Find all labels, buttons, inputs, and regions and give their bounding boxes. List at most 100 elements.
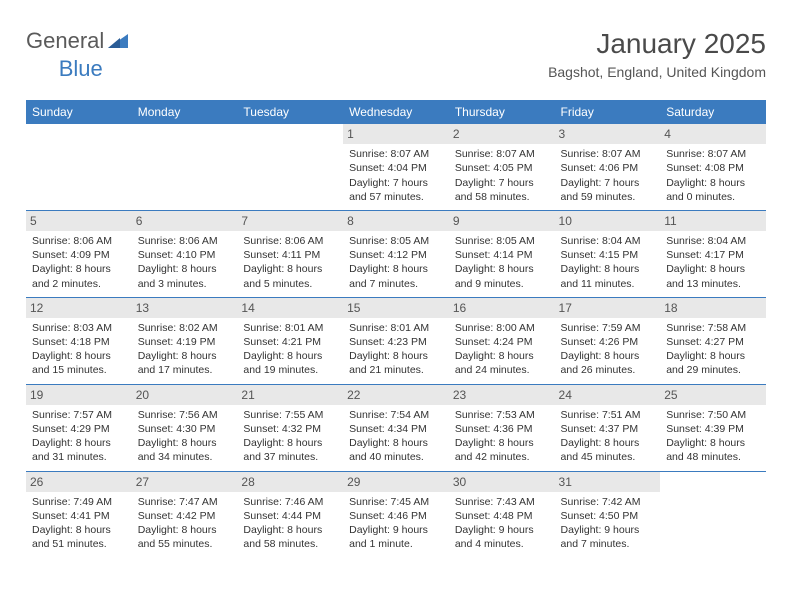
day1-text: Daylight: 8 hours bbox=[561, 436, 655, 450]
day-number: 30 bbox=[449, 472, 555, 492]
day-number: 20 bbox=[132, 385, 238, 405]
calendar-cell: 10 Sunrise: 8:04 AMSunset: 4:15 PMDayligh… bbox=[555, 210, 661, 297]
sunset-text: Sunset: 4:41 PM bbox=[32, 509, 126, 523]
day2-text: and 13 minutes. bbox=[666, 277, 760, 291]
day-number: 14 bbox=[237, 298, 343, 318]
day-number: 3 bbox=[555, 124, 661, 144]
day2-text: and 15 minutes. bbox=[32, 363, 126, 377]
sunrise-text: Sunrise: 8:04 AM bbox=[561, 234, 655, 248]
day-header: Thursday bbox=[449, 100, 555, 124]
day-number: 16 bbox=[449, 298, 555, 318]
day1-text: Daylight: 8 hours bbox=[32, 436, 126, 450]
sunrise-text: Sunrise: 8:05 AM bbox=[455, 234, 549, 248]
day-number: 26 bbox=[26, 472, 132, 492]
calendar-cell: 18Sunrise: 7:58 AMSunset: 4:27 PMDayligh… bbox=[660, 297, 766, 384]
calendar-row: ...1Sunrise: 8:07 AMSunset: 4:04 PMDayli… bbox=[26, 124, 766, 210]
sunset-text: Sunset: 4:21 PM bbox=[243, 335, 337, 349]
calendar-row: 5Sunrise: 8:06 AMSunset: 4:09 PMDaylight… bbox=[26, 210, 766, 297]
day2-text: and 3 minutes. bbox=[138, 277, 232, 291]
day-number: 8 bbox=[343, 211, 449, 231]
day-header: Saturday bbox=[660, 100, 766, 124]
sunset-text: Sunset: 4:11 PM bbox=[243, 248, 337, 262]
sunrise-text: Sunrise: 8:05 AM bbox=[349, 234, 443, 248]
sunset-text: Sunset: 4:17 PM bbox=[666, 248, 760, 262]
sunset-text: Sunset: 4:23 PM bbox=[349, 335, 443, 349]
day1-text: Daylight: 8 hours bbox=[561, 349, 655, 363]
sunrise-text: Sunrise: 7:49 AM bbox=[32, 495, 126, 509]
calendar-cell: 31Sunrise: 7:42 AMSunset: 4:50 PMDayligh… bbox=[555, 471, 661, 557]
sunset-text: Sunset: 4:05 PM bbox=[455, 161, 549, 175]
day2-text: and 26 minutes. bbox=[561, 363, 655, 377]
day1-text: Daylight: 8 hours bbox=[666, 436, 760, 450]
calendar-cell: 30Sunrise: 7:43 AMSunset: 4:48 PMDayligh… bbox=[449, 471, 555, 557]
sunset-text: Sunset: 4:09 PM bbox=[32, 248, 126, 262]
day-number: 28 bbox=[237, 472, 343, 492]
day1-text: Daylight: 8 hours bbox=[349, 436, 443, 450]
day1-text: Daylight: 8 hours bbox=[243, 262, 337, 276]
calendar-cell: 14Sunrise: 8:01 AMSunset: 4:21 PMDayligh… bbox=[237, 297, 343, 384]
calendar-cell: 25Sunrise: 7:50 AMSunset: 4:39 PMDayligh… bbox=[660, 384, 766, 471]
day1-text: Daylight: 8 hours bbox=[32, 262, 126, 276]
sunrise-text: Sunrise: 7:46 AM bbox=[243, 495, 337, 509]
day-number: 19 bbox=[26, 385, 132, 405]
day2-text: and 58 minutes. bbox=[243, 537, 337, 551]
sunrise-text: Sunrise: 7:57 AM bbox=[32, 408, 126, 422]
calendar-page: General January 2025 Bagshot, England, U… bbox=[0, 0, 792, 577]
day-number: 13 bbox=[132, 298, 238, 318]
sunset-text: Sunset: 4:46 PM bbox=[349, 509, 443, 523]
day1-text: Daylight: 8 hours bbox=[138, 436, 232, 450]
sunset-text: Sunset: 4:15 PM bbox=[561, 248, 655, 262]
day-number: 7 bbox=[237, 211, 343, 231]
sunrise-text: Sunrise: 7:42 AM bbox=[561, 495, 655, 509]
day2-text: and 0 minutes. bbox=[666, 190, 760, 204]
calendar-cell: 23Sunrise: 7:53 AMSunset: 4:36 PMDayligh… bbox=[449, 384, 555, 471]
day-number: 10 bbox=[555, 211, 661, 231]
brand-triangle-icon bbox=[108, 28, 128, 54]
day-header: Sunday bbox=[26, 100, 132, 124]
day-number: 27 bbox=[132, 472, 238, 492]
sunset-text: Sunset: 4:06 PM bbox=[561, 161, 655, 175]
day2-text: and 58 minutes. bbox=[455, 190, 549, 204]
day1-text: Daylight: 9 hours bbox=[349, 523, 443, 537]
sunset-text: Sunset: 4:32 PM bbox=[243, 422, 337, 436]
day2-text: and 2 minutes. bbox=[32, 277, 126, 291]
calendar-cell: 27Sunrise: 7:47 AMSunset: 4:42 PMDayligh… bbox=[132, 471, 238, 557]
calendar-body: ...1Sunrise: 8:07 AMSunset: 4:04 PMDayli… bbox=[26, 124, 766, 557]
day1-text: Daylight: 8 hours bbox=[349, 262, 443, 276]
day-number: 18 bbox=[660, 298, 766, 318]
calendar-cell: 20Sunrise: 7:56 AMSunset: 4:30 PMDayligh… bbox=[132, 384, 238, 471]
sunset-text: Sunset: 4:19 PM bbox=[138, 335, 232, 349]
day-number: 2 bbox=[449, 124, 555, 144]
calendar-cell: . bbox=[660, 471, 766, 557]
calendar-cell: 13Sunrise: 8:02 AMSunset: 4:19 PMDayligh… bbox=[132, 297, 238, 384]
day1-text: Daylight: 8 hours bbox=[138, 349, 232, 363]
sunset-text: Sunset: 4:26 PM bbox=[561, 335, 655, 349]
day-number: 21 bbox=[237, 385, 343, 405]
day2-text: and 19 minutes. bbox=[243, 363, 337, 377]
sunset-text: Sunset: 4:39 PM bbox=[666, 422, 760, 436]
day1-text: Daylight: 8 hours bbox=[561, 262, 655, 276]
day-header: Wednesday bbox=[343, 100, 449, 124]
sunset-text: Sunset: 4:08 PM bbox=[666, 161, 760, 175]
day2-text: and 4 minutes. bbox=[455, 537, 549, 551]
day1-text: Daylight: 7 hours bbox=[455, 176, 549, 190]
day-number: 29 bbox=[343, 472, 449, 492]
sunrise-text: Sunrise: 8:07 AM bbox=[666, 147, 760, 161]
calendar-cell: 1Sunrise: 8:07 AMSunset: 4:04 PMDaylight… bbox=[343, 124, 449, 210]
calendar-row: 19Sunrise: 7:57 AMSunset: 4:29 PMDayligh… bbox=[26, 384, 766, 471]
day1-text: Daylight: 7 hours bbox=[349, 176, 443, 190]
day-number: 4 bbox=[660, 124, 766, 144]
day-number: 11 bbox=[660, 211, 766, 231]
calendar-row: 26Sunrise: 7:49 AMSunset: 4:41 PMDayligh… bbox=[26, 471, 766, 557]
calendar-cell: 8Sunrise: 8:05 AMSunset: 4:12 PMDaylight… bbox=[343, 210, 449, 297]
calendar-cell: 4Sunrise: 8:07 AMSunset: 4:08 PMDaylight… bbox=[660, 124, 766, 210]
day1-text: Daylight: 8 hours bbox=[243, 436, 337, 450]
day1-text: Daylight: 8 hours bbox=[32, 349, 126, 363]
sunset-text: Sunset: 4:44 PM bbox=[243, 509, 337, 523]
calendar-cell: 22Sunrise: 7:54 AMSunset: 4:34 PMDayligh… bbox=[343, 384, 449, 471]
sunrise-text: Sunrise: 7:54 AM bbox=[349, 408, 443, 422]
day1-text: Daylight: 8 hours bbox=[32, 523, 126, 537]
day1-text: Daylight: 8 hours bbox=[138, 262, 232, 276]
day2-text: and 42 minutes. bbox=[455, 450, 549, 464]
day2-text: and 51 minutes. bbox=[32, 537, 126, 551]
